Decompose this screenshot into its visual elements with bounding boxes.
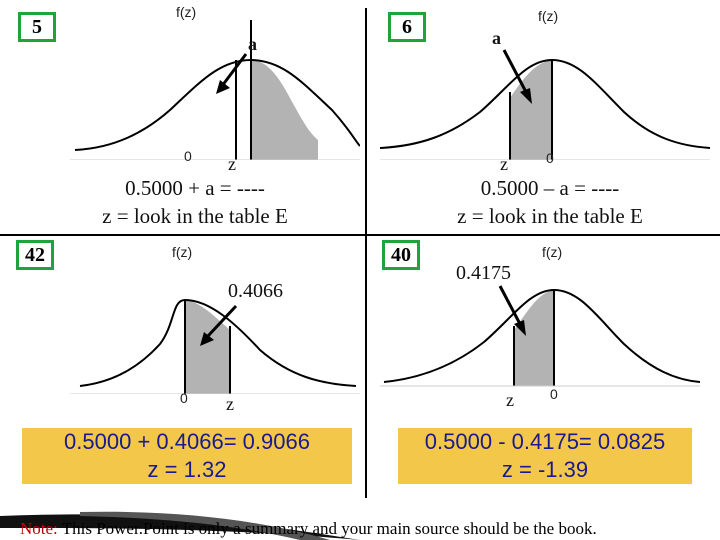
equation-line-1: 0.5000 + a = ---- <box>125 176 265 200</box>
result-box: 0.5000 - 0.4175= 0.0825 z = -1.39 <box>398 428 692 484</box>
z-label: z <box>228 154 236 174</box>
problem-number-5: 5 <box>18 12 56 42</box>
footer-note: Note: This Power.Point is only a summary… <box>20 519 597 539</box>
arrow-icon <box>498 285 526 336</box>
result-line-1: 0.5000 - 0.4175= 0.0825 <box>424 429 666 454</box>
equation-line-1: 0.5000 – a = ---- <box>480 176 620 200</box>
equation-line-2: z = look in the table E <box>457 204 643 228</box>
fz-label: f(z) <box>538 8 559 24</box>
zero-tick-label: 0 <box>184 148 192 164</box>
bell-curve-icon <box>380 288 700 387</box>
zero-tick-label: 0 <box>550 386 558 402</box>
horizontal-divider <box>0 234 720 236</box>
z-label: z <box>500 154 508 174</box>
note-text: This Power.Point is only a summary and y… <box>57 519 597 538</box>
note-label: Note: <box>20 519 58 538</box>
arrow-icon <box>216 53 248 94</box>
vertical-divider <box>365 8 367 498</box>
result-line-1: 0.5000 + 0.4066= 0.9066 <box>64 429 310 454</box>
bell-curve-icon <box>70 20 360 160</box>
problem-number-42: 42 <box>16 240 54 270</box>
result-line-2: z = -1.39 <box>501 457 589 482</box>
bell-curve-icon <box>380 58 710 160</box>
problem-number-40: 40 <box>382 240 420 270</box>
fz-label: f(z) <box>542 244 563 260</box>
z-label: z <box>506 390 514 410</box>
arrow-icon <box>200 304 238 346</box>
area-label: 0.4066 <box>228 280 283 302</box>
z-label: z <box>226 394 234 414</box>
fz-label: f(z) <box>176 4 197 20</box>
zero-tick-label: 0 <box>180 390 188 406</box>
area-label: 0.4175 <box>456 262 511 284</box>
result-line-2: z = 1.32 <box>147 457 227 482</box>
result-box: 0.5000 + 0.4066= 0.9066 z = 1.32 <box>22 428 352 484</box>
equation-line-2: z = look in the table E <box>102 204 288 228</box>
arrow-icon <box>502 49 532 104</box>
problem-number-6: 6 <box>388 12 426 42</box>
area-label: a <box>492 28 501 48</box>
fz-label: f(z) <box>172 244 193 260</box>
zero-tick-label: 0 <box>546 150 554 166</box>
slide-decoration <box>0 511 360 540</box>
area-label: a <box>248 34 257 54</box>
